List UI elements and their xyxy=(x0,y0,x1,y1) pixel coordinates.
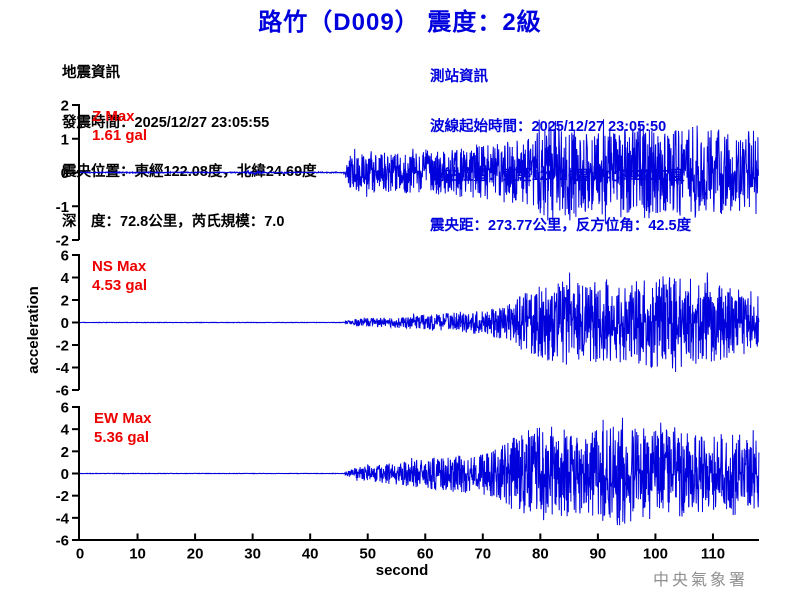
svg-text:-6: -6 xyxy=(56,533,69,550)
x-axis-title: second xyxy=(375,562,429,579)
svg-text:-4: -4 xyxy=(56,510,70,527)
svg-text:60: 60 xyxy=(417,546,434,563)
svg-text:40: 40 xyxy=(302,546,319,563)
ew-max-name: EW Max xyxy=(94,410,152,427)
origin-time-line: 發震時間：2025/12/27 23:05:55 xyxy=(62,114,270,131)
ew-max-label: EW Max 5.36 gal xyxy=(94,409,152,447)
svg-text:4: 4 xyxy=(61,422,70,439)
svg-text:110: 110 xyxy=(701,546,725,563)
earthquake-info-header: 地震資訊 xyxy=(62,65,120,81)
ew-max-value: 5.36 gal xyxy=(94,429,150,446)
station-info-header: 測站資訊 xyxy=(430,69,488,85)
svg-text:-4: -4 xyxy=(56,360,70,377)
svg-text:50: 50 xyxy=(359,546,376,563)
svg-text:6: 6 xyxy=(61,248,69,265)
z-max-value: 1.61 gal xyxy=(92,127,148,144)
svg-text:2: 2 xyxy=(61,444,69,461)
svg-text:-2: -2 xyxy=(56,338,69,355)
svg-text:0: 0 xyxy=(61,315,69,332)
depth-magnitude-line: 深 度：72.8公里，芮氏規模：7.0 xyxy=(62,213,285,230)
svg-text:4: 4 xyxy=(61,270,70,287)
svg-text:80: 80 xyxy=(532,546,549,563)
svg-text:6: 6 xyxy=(61,400,69,417)
svg-text:0: 0 xyxy=(61,466,69,483)
agency-watermark: 中央氣象署 xyxy=(653,570,749,589)
svg-text:30: 30 xyxy=(244,546,261,563)
svg-text:-2: -2 xyxy=(56,488,69,505)
svg-text:1: 1 xyxy=(61,131,69,148)
svg-text:20: 20 xyxy=(187,546,204,563)
ns-max-label: NS Max 4.53 gal xyxy=(92,257,147,295)
svg-text:2: 2 xyxy=(61,293,69,310)
z-max-label: Z Max 1.61 gal xyxy=(92,107,147,145)
wave-start-time-line: 波線起始時間：2025/12/27 23:05:50 xyxy=(430,118,667,135)
z-max-name: Z Max xyxy=(92,108,135,125)
ns-max-name: NS Max xyxy=(92,258,147,275)
epicenter-line: 震央位置：東經122.08度，北緯24.69度 xyxy=(62,164,317,180)
svg-text:90: 90 xyxy=(590,546,607,563)
svg-text:0: 0 xyxy=(61,165,69,182)
earthquake-info: 地震資訊 發震時間：2025/12/27 23:05:55 震央位置：東經122… xyxy=(62,32,317,263)
ns-max-value: 4.53 gal xyxy=(92,277,148,294)
svg-text:100: 100 xyxy=(643,546,668,563)
svg-text:-2: -2 xyxy=(56,233,69,250)
svg-text:0: 0 xyxy=(76,546,84,563)
svg-text:-1: -1 xyxy=(56,199,69,216)
svg-text:10: 10 xyxy=(129,546,146,563)
epicentral-distance-line: 震央距：273.77公里，反方位角：42.5度 xyxy=(430,217,692,234)
svg-text:-6: -6 xyxy=(56,383,69,400)
svg-text:70: 70 xyxy=(474,546,491,563)
svg-text:2: 2 xyxy=(61,98,69,115)
page-title: 路竹（D009） 震度：2級 xyxy=(258,9,542,36)
